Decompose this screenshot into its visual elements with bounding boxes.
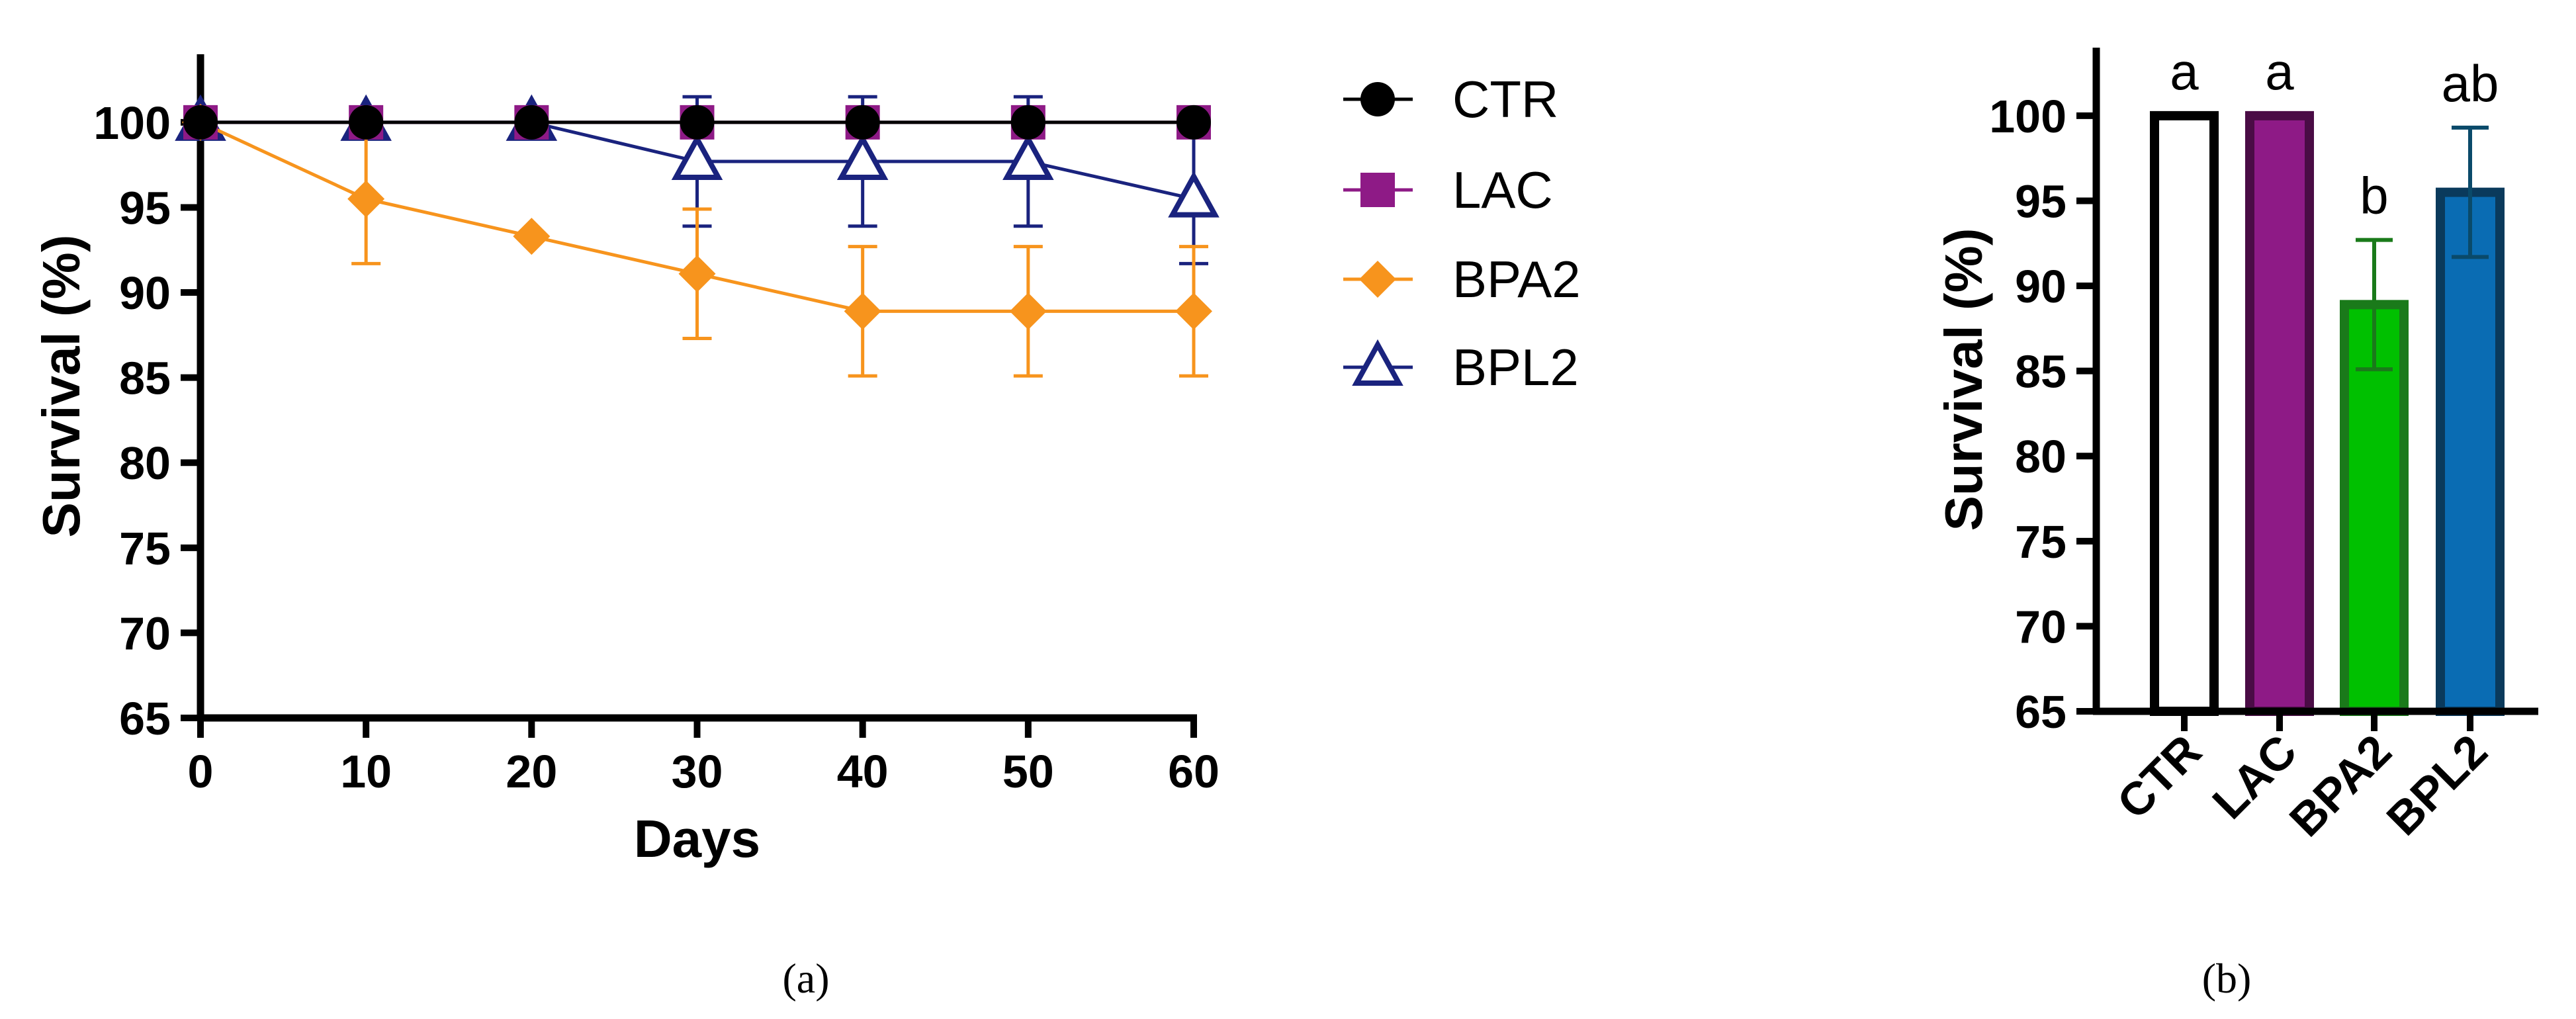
panel-a-x-tick-label: 10 <box>340 746 392 797</box>
panel-b-y-tick-label: 70 <box>2015 601 2066 652</box>
panel-b-y-tick-label: 100 <box>1989 91 2066 142</box>
panel-b-y-axis-title: Survival (%) <box>1934 228 1993 531</box>
panel-a-x-tick-label: 40 <box>837 746 889 797</box>
data-point-bpa2 <box>1175 292 1212 330</box>
panel-a-y-tick-label: 75 <box>119 523 171 574</box>
data-point-bpl2 <box>671 133 723 181</box>
panel-b-y-tick-label: 95 <box>2015 175 2066 227</box>
significance-letter-lac: a <box>2265 42 2294 101</box>
panel-a-y-axis-title: Survival (%) <box>32 235 91 538</box>
legend-marker-bpl2 <box>1352 339 1403 386</box>
significance-letter-bpl2: ab <box>2442 54 2499 112</box>
legend-item-bpl2: BPL2 <box>1343 338 1579 396</box>
data-point-bpl2 <box>1168 171 1220 218</box>
legend-item-lac: LAC <box>1343 161 1553 219</box>
legend-label-lac: LAC <box>1452 161 1553 219</box>
data-point-ctr <box>183 105 218 140</box>
panel-a-series <box>175 94 1220 378</box>
data-point-bpa2 <box>678 255 716 292</box>
panel-a-y-tick-label: 70 <box>119 607 171 659</box>
panel-a-y-tick-label: 90 <box>119 267 171 319</box>
panel-b-y-tick-label: 75 <box>2015 516 2066 568</box>
bar-ctr <box>2150 111 2219 717</box>
panel-a-y-tick-label: 65 <box>119 693 171 744</box>
data-point-ctr <box>1177 105 1211 140</box>
panel-a-x-tick-label: 60 <box>1168 746 1220 797</box>
panel-a-line-chart: 65 70 75 80 85 90 95 100 0 10 20 30 40 50 60 Days Surv… <box>32 54 1581 1002</box>
data-point-ctr <box>349 105 384 140</box>
bar-lac <box>2245 111 2314 717</box>
data-point-bpl2 <box>1002 133 1054 181</box>
data-point-ctr <box>845 105 880 140</box>
legend-marker-bpa2 <box>1359 261 1396 298</box>
panel-a-axes: 65 70 75 80 85 90 95 100 0 10 20 30 40 50 60 <box>93 54 1220 797</box>
panel-a-x-tick-label: 50 <box>1002 746 1054 797</box>
legend-marker-lac <box>1360 173 1395 207</box>
series-ctr <box>183 105 1211 140</box>
series-bpa2 <box>182 103 1212 378</box>
panel-b-y-tick-label: 80 <box>2015 431 2066 482</box>
panel-a-x-tick-label: 30 <box>672 746 723 797</box>
data-point-ctr <box>514 105 549 140</box>
panel-a-x-tick-label: 20 <box>506 746 557 797</box>
panel-b-y-tick-label: 90 <box>2015 261 2066 312</box>
panel-a-x-tick-label: 0 <box>188 746 214 797</box>
panel-a-y-tick-label: 100 <box>93 97 171 149</box>
panel-b-x-tick-label: BPL2 <box>2377 725 2497 845</box>
legend-item-ctr: CTR <box>1343 70 1558 128</box>
bar-bpl2 <box>2436 187 2505 717</box>
panel-b-y-tick-label: 85 <box>2015 346 2066 398</box>
panel-a-y-tick-label: 95 <box>119 182 171 234</box>
data-point-ctr <box>680 105 715 140</box>
legend-item-bpa2: BPA2 <box>1343 250 1581 308</box>
data-point-bpa2 <box>513 218 551 255</box>
panel-b-x-tick-label: BPA2 <box>2280 725 2401 846</box>
panel-a-y-tick-label: 80 <box>119 437 171 489</box>
data-point-bpa2 <box>1009 292 1047 330</box>
panel-a-x-axis-title: Days <box>634 809 760 868</box>
panel-a-label: (a) <box>782 955 829 1002</box>
significance-letter-bpa2: b <box>2360 167 2388 225</box>
panel-a-legend: CTR LAC BPA2 BPL2 <box>1343 70 1581 396</box>
data-point-bpa2 <box>844 292 881 330</box>
legend-label-bpa2: BPA2 <box>1452 250 1581 308</box>
legend-label-bpl2: BPL2 <box>1452 338 1579 396</box>
data-point-bpl2 <box>836 133 889 181</box>
data-point-bpa2 <box>347 180 385 218</box>
panel-a-y-tick-label: 85 <box>119 353 171 404</box>
significance-letter-ctr: a <box>2170 42 2199 101</box>
data-point-ctr <box>1010 105 1045 140</box>
legend-label-ctr: CTR <box>1452 70 1558 128</box>
panel-b-y-tick-label: 65 <box>2015 686 2066 738</box>
legend-marker-ctr <box>1360 82 1395 116</box>
panel-b-label: (b) <box>2202 955 2252 1002</box>
panel-b-x-tick-label: CTR <box>2108 725 2211 828</box>
